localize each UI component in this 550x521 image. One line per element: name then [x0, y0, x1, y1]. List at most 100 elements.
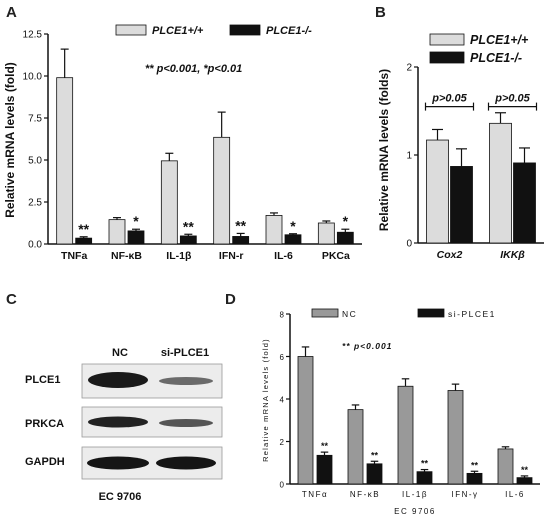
- panel-label-b: B: [375, 4, 386, 21]
- legend-label-nc: NC: [342, 309, 357, 319]
- panel-a-chart: 0.02.55.07.510.012.5**TNFa*NF-κB**IL-1β*…: [3, 24, 362, 262]
- panel-label-d: D: [225, 291, 236, 308]
- band-gapdh-nc: [87, 456, 149, 470]
- bar-a-0: [56, 77, 74, 245]
- legend-swatch-plce1-neg: [229, 24, 261, 36]
- significance-marker: **: [371, 450, 379, 460]
- x-tick-label: TNFα: [302, 490, 328, 499]
- x-tick-label: IKKβ: [500, 249, 525, 261]
- significance-marker: **: [78, 221, 89, 237]
- bar-b-4: [284, 234, 302, 245]
- comparison-label: p>0.05: [494, 93, 530, 105]
- x-tick-label: TNFa: [61, 250, 87, 262]
- bar-b-2: [179, 235, 197, 245]
- bar-a-0: [297, 356, 314, 485]
- legend-label-si-plce1: si-PLCE1: [448, 309, 496, 319]
- bar-a-2: [160, 160, 178, 245]
- panel-label-c: C: [6, 291, 17, 308]
- bar-b-2: [416, 471, 433, 485]
- x-tick-label: IFN-γ: [451, 490, 478, 499]
- bar-b-1: [366, 463, 383, 485]
- legend-swatch-nc: [311, 308, 339, 318]
- significance-marker: **: [321, 441, 329, 451]
- panel-d-chart: 0 2 4 6 8 ** TNFα ** NF-κB ** IL-1β ** IFN-γ ** IL-6 Re…: [261, 308, 540, 516]
- bar-b-0: [450, 166, 473, 244]
- blot-column-si-plce1: si-PLCE1: [161, 347, 209, 359]
- panel-b-chart: 0 1 2 Cox2 IKKβ Relative mRNA levels (folds) P…: [377, 33, 544, 261]
- x-tick-label: Cox2: [437, 249, 463, 261]
- blot-cell-line: EC 9706: [99, 491, 142, 503]
- y-tick-label: 0: [406, 239, 412, 250]
- bar-a-3: [213, 136, 231, 245]
- y-tick-label: 2: [406, 63, 412, 74]
- x-tick-label: IL-6: [274, 250, 293, 262]
- x-tick-label: IL-1β: [402, 490, 428, 499]
- legend-label-plce1-neg: PLCE1-/-: [470, 51, 522, 65]
- band-plce1-si: [159, 377, 213, 385]
- legend-swatch-plce1-pos: [429, 33, 465, 46]
- p-value-annotation: ** p<0.001: [342, 341, 392, 351]
- significance-marker: **: [183, 218, 194, 234]
- western-blot: NC si-PLCE1 PLCE1 PRKCA GAPDH EC 9706: [25, 347, 223, 503]
- bar-b-1: [127, 230, 145, 245]
- bar-a-3: [447, 390, 464, 485]
- x-tick-label: PKCa: [322, 250, 350, 262]
- bar-b-3: [232, 236, 250, 245]
- bar-a-1: [347, 409, 364, 485]
- bar-a-4: [265, 215, 283, 245]
- legend-swatch-plce1-neg: [429, 51, 465, 64]
- y-tick-label: 0: [280, 481, 285, 490]
- x-tick-label: NF-κB: [350, 490, 380, 499]
- legend-label-plce1-neg: PLCE1-/-: [266, 25, 312, 37]
- bar-b-3: [466, 472, 483, 485]
- significance-marker: **: [521, 465, 529, 475]
- y-tick-label: 7.5: [28, 114, 42, 125]
- significance-marker: **: [471, 460, 479, 470]
- y-tick-label: 8: [280, 311, 285, 320]
- comparison-label: p>0.05: [431, 93, 467, 105]
- band-gapdh-si: [156, 456, 216, 470]
- y-tick-label: 0.0: [28, 240, 42, 251]
- y-tick-label: 4: [280, 396, 285, 405]
- bar-a-1: [108, 219, 126, 245]
- band-prkca-nc: [88, 416, 148, 428]
- legend-swatch-si-plce1: [417, 308, 445, 318]
- y-tick-label: 5.0: [28, 156, 42, 167]
- bar-a-0: [426, 139, 449, 244]
- y-axis-label: Relative mRNA levels (folds): [377, 69, 391, 231]
- y-tick-label: 2.5: [28, 198, 42, 209]
- blot-row-gapdh: GAPDH: [25, 456, 65, 468]
- bar-a-1: [489, 122, 512, 244]
- y-tick-label: 10.0: [23, 72, 43, 83]
- legend-swatch-plce1-pos: [115, 24, 147, 36]
- significance-marker: *: [133, 213, 139, 229]
- bar-a-4: [497, 448, 514, 485]
- x-tick-label: IL-6: [505, 490, 525, 499]
- bar-b-1: [513, 162, 536, 244]
- y-tick-label: 1: [406, 151, 412, 162]
- y-axis-label: Relative mRNA levels (fold): [261, 338, 270, 462]
- bar-a-2: [397, 385, 414, 485]
- x-axis-label: EC 9706: [394, 507, 436, 516]
- significance-marker: *: [343, 213, 349, 229]
- significance-marker: *: [290, 218, 296, 234]
- x-tick-label: NF-κB: [111, 250, 142, 262]
- bar-b-4: [516, 477, 533, 485]
- blot-row-plce1: PLCE1: [25, 374, 60, 386]
- x-tick-label: IL-1β: [166, 250, 192, 262]
- y-axis-label: Relative mRNA levels (fold): [3, 62, 17, 218]
- significance-marker: **: [235, 217, 246, 233]
- y-tick-label: 12.5: [23, 30, 43, 41]
- bar-a-5: [317, 222, 335, 245]
- band-prkca-si: [159, 419, 213, 427]
- blot-row-prkca: PRKCA: [25, 418, 64, 430]
- panel-label-a: A: [6, 4, 17, 21]
- legend-label-plce1-pos: PLCE1+/+: [152, 25, 204, 37]
- y-tick-label: 6: [280, 353, 285, 362]
- x-tick-label: IFN-r: [219, 250, 244, 262]
- legend-label-plce1-pos: PLCE1+/+: [470, 33, 529, 47]
- bar-b-0: [75, 237, 93, 245]
- y-tick-label: 2: [280, 438, 285, 447]
- blot-column-nc: NC: [112, 347, 128, 359]
